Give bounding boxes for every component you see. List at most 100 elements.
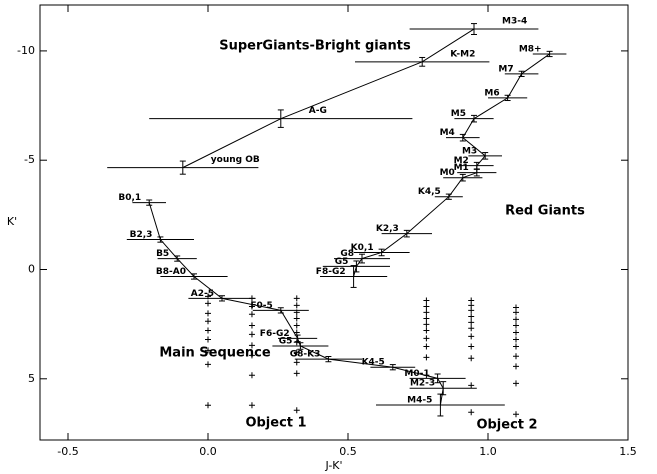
data-point xyxy=(423,354,430,361)
data-point xyxy=(513,353,519,360)
data-point xyxy=(513,343,519,350)
point-label: M0 xyxy=(440,168,455,178)
point-label: B2,3 xyxy=(130,230,153,240)
data-point xyxy=(205,310,211,317)
data-point xyxy=(293,315,300,322)
point-label: young OB xyxy=(211,155,260,165)
point-label: M8+ xyxy=(519,44,542,54)
data-point xyxy=(248,352,255,359)
point-label: K2,3 xyxy=(376,224,399,234)
y-axis-label: K' xyxy=(7,215,17,228)
data-point xyxy=(248,331,255,338)
point-label: G8-K3 xyxy=(290,350,321,360)
point-label: A2-5 xyxy=(191,289,214,299)
data-point xyxy=(423,315,430,322)
x-tick-label: 1.0 xyxy=(479,445,497,458)
y-tick-label: 5 xyxy=(28,372,35,385)
data-point xyxy=(205,402,211,409)
data-point xyxy=(468,343,475,350)
point-label: F8-G2 xyxy=(316,267,346,277)
point-label: K-M2 xyxy=(450,49,475,59)
data-point xyxy=(293,370,300,377)
data-point xyxy=(205,293,211,300)
point-label: B0,1 xyxy=(118,193,141,203)
data-point xyxy=(513,309,519,316)
annotation: Object 1 xyxy=(245,416,306,431)
point-label: M2-3 xyxy=(410,379,435,389)
y-tick-label: 0 xyxy=(28,262,35,275)
point-label: M6 xyxy=(484,88,499,98)
data-point xyxy=(513,322,519,329)
data-point xyxy=(423,297,430,304)
x-axis-label: J-K' xyxy=(324,459,342,472)
data-point xyxy=(468,382,475,389)
point-label: G5 xyxy=(335,257,349,267)
series-line xyxy=(182,28,475,169)
point-label: M0-1 xyxy=(404,369,429,379)
data-point xyxy=(423,343,430,350)
data-point xyxy=(205,336,211,343)
series-line xyxy=(353,53,550,277)
data-point xyxy=(423,335,430,342)
data-point xyxy=(293,322,300,329)
data-point xyxy=(468,325,475,332)
data-point xyxy=(468,333,475,340)
point-label: B8-A0 xyxy=(156,267,186,277)
data-point xyxy=(248,342,255,349)
data-point xyxy=(205,300,211,307)
point-label: M2 xyxy=(454,156,469,166)
data-point xyxy=(423,303,430,310)
data-point xyxy=(248,303,255,310)
data-point xyxy=(468,307,475,314)
data-point xyxy=(423,309,430,316)
data-point xyxy=(248,322,255,329)
point-label: K4,5 xyxy=(418,187,441,197)
annotation: Main Sequence xyxy=(159,346,270,361)
point-label: M3-4 xyxy=(502,17,527,27)
data-point xyxy=(293,349,300,356)
point-label: M1 xyxy=(454,163,469,173)
point-label: M4 xyxy=(440,128,455,138)
point-label: B5 xyxy=(156,249,169,259)
y-tick-label: -10 xyxy=(17,44,35,57)
data-point xyxy=(248,372,255,379)
annotation: SuperGiants-Bright giants xyxy=(219,39,411,54)
data-point xyxy=(293,359,300,366)
point-label: K0,1 xyxy=(351,243,374,253)
point-label: M3 xyxy=(462,146,477,156)
point-label: K4-5 xyxy=(362,358,385,368)
point-label: F6-G2 xyxy=(260,329,290,339)
data-point xyxy=(248,402,255,409)
x-tick-label: 0.5 xyxy=(339,445,357,458)
plot-frame xyxy=(39,4,629,441)
data-point xyxy=(468,355,475,362)
x-tick-label: 1.5 xyxy=(619,445,637,458)
x-tick-label: 0.0 xyxy=(199,445,217,458)
x-tick-label: -0.5 xyxy=(57,445,78,458)
data-point xyxy=(293,407,300,414)
data-point xyxy=(293,309,300,316)
data-point xyxy=(468,313,475,320)
point-label: F0-5 xyxy=(250,301,272,311)
series-line xyxy=(148,202,444,406)
data-point xyxy=(513,336,519,343)
data-point xyxy=(423,327,430,334)
data-point xyxy=(423,321,430,328)
data-point xyxy=(248,311,255,318)
point-label: G8 xyxy=(340,249,354,259)
point-label: A-G xyxy=(309,106,327,116)
annotation: Red Giants xyxy=(505,204,585,219)
data-point xyxy=(293,329,300,336)
data-point xyxy=(293,302,300,309)
data-point xyxy=(205,361,211,368)
y-tick-label: -5 xyxy=(24,153,35,166)
data-point xyxy=(513,316,519,323)
data-point xyxy=(468,319,475,326)
data-point xyxy=(513,411,519,418)
data-point xyxy=(205,347,211,354)
data-point xyxy=(293,339,300,346)
data-point xyxy=(205,327,211,334)
data-point xyxy=(468,302,475,309)
data-point xyxy=(248,295,255,302)
data-point xyxy=(513,363,519,370)
